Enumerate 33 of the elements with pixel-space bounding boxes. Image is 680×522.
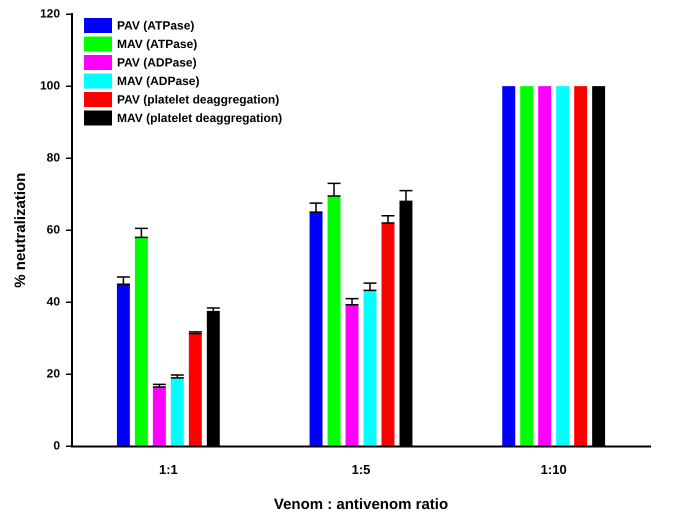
legend-label: MAV (platelet deaggregation) [117, 110, 282, 125]
bar [574, 86, 588, 446]
x-tick-label: 1:5 [352, 462, 370, 477]
legend-label: MAV (ATPase) [117, 36, 198, 51]
bar [116, 284, 130, 446]
bar [502, 86, 516, 446]
bar [328, 196, 341, 446]
y-tick-label: 120 [40, 6, 60, 20]
x-tick-label: 1:1 [158, 462, 178, 477]
bar [520, 86, 534, 446]
bar [152, 386, 166, 446]
legend-label: PAV (ADPase) [117, 55, 197, 70]
bar [382, 222, 394, 446]
legend-label: MAV (ADPase) [117, 74, 200, 88]
bar [310, 212, 323, 446]
legend-label: PAV (platelet deaggregation) [117, 92, 280, 106]
bar [556, 86, 570, 446]
bar [188, 334, 202, 446]
y-tick-label: 20 [46, 366, 60, 381]
legend-label: PAV (ATPase) [117, 18, 194, 32]
bar [364, 290, 376, 446]
bar [170, 378, 184, 446]
bar [538, 86, 552, 446]
bar [134, 237, 148, 446]
y-axis-title: % neutralization [12, 172, 30, 288]
y-tick-label: 60 [46, 222, 60, 237]
bar [346, 304, 358, 446]
y-tick-label: 0 [53, 438, 60, 453]
y-tick-label: 40 [46, 294, 60, 309]
y-tick-label: 80 [46, 150, 60, 164]
x-axis-title: Venom : antivenom ratio [274, 496, 448, 514]
y-tick-label: 100 [40, 78, 60, 92]
x-tick-label: 1:10 [540, 462, 567, 477]
